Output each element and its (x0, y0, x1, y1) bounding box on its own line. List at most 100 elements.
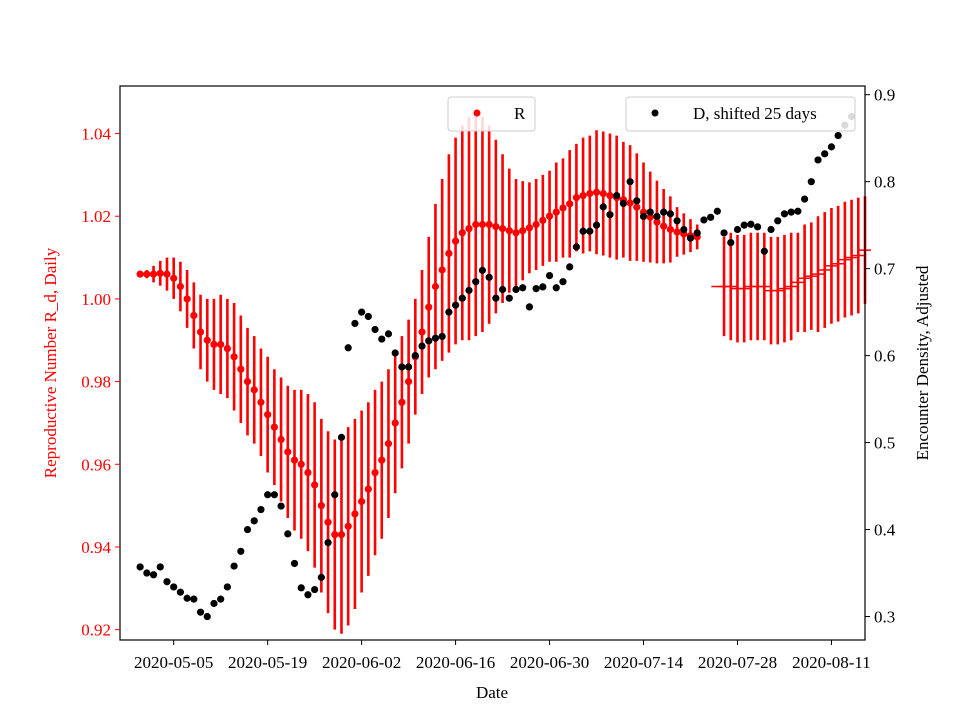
data-point (331, 530, 339, 539)
data-point (324, 518, 332, 526)
data-point (250, 386, 258, 394)
data-point (358, 497, 366, 506)
x-tick-label: 2020-08-11 (792, 653, 871, 672)
x-tick-label: 2020-06-16 (416, 653, 495, 672)
data-point (539, 283, 547, 291)
data-point (680, 225, 688, 234)
data-point (519, 284, 527, 292)
data-point (566, 200, 574, 208)
y-left-tick-label: 1.04 (81, 125, 111, 144)
data-point (149, 270, 158, 278)
data-point (136, 270, 144, 278)
data-point (223, 583, 231, 591)
y-left-tick-label: 1.02 (81, 207, 111, 226)
data-point (586, 189, 594, 198)
y-right-tick-label: 0.7 (874, 260, 896, 279)
data-point (485, 273, 493, 281)
data-point (304, 468, 312, 477)
data-point (626, 199, 634, 207)
x-tick-label: 2020-06-02 (322, 653, 401, 672)
legend-r-label: R (514, 104, 526, 123)
data-point (358, 308, 366, 316)
data-point (176, 588, 185, 596)
data-point (545, 271, 554, 280)
x-tick-label: 2020-05-05 (134, 653, 213, 672)
data-point (707, 213, 715, 221)
data-point (599, 203, 607, 211)
data-point (290, 456, 299, 464)
data-point (465, 225, 473, 233)
data-point (136, 563, 144, 571)
data-point (311, 481, 319, 489)
data-point (290, 559, 299, 568)
data-point (559, 204, 567, 212)
data-point (351, 319, 359, 328)
data-point (525, 303, 534, 311)
data-point (472, 220, 480, 229)
data-point (458, 294, 466, 302)
data-point (170, 274, 178, 282)
data-point (545, 212, 554, 220)
data-point (780, 210, 789, 218)
data-point (277, 435, 285, 444)
data-point (203, 336, 211, 344)
data-point (740, 221, 748, 229)
data-point (760, 247, 768, 255)
data-point (827, 143, 836, 151)
data-point (384, 440, 393, 448)
data-point (371, 325, 379, 334)
data-point (438, 266, 446, 274)
legend-r-box (447, 96, 536, 132)
data-point (344, 522, 352, 530)
data-point (539, 216, 547, 224)
data-point (277, 502, 285, 510)
data-point (257, 398, 265, 406)
data-point (586, 227, 594, 235)
data-point (552, 208, 560, 216)
y-left-tick-label: 0.94 (81, 538, 111, 557)
x-axis-label: Date (476, 683, 508, 702)
data-point (337, 530, 346, 539)
data-point (156, 269, 164, 277)
data-point (371, 468, 379, 477)
data-point (639, 212, 648, 221)
data-point (337, 433, 346, 441)
data-point (183, 594, 191, 602)
data-point (183, 295, 191, 303)
data-point (317, 502, 325, 510)
data-point (190, 311, 198, 320)
data-point (378, 335, 386, 343)
data-point (834, 131, 842, 140)
data-point (498, 225, 507, 233)
data-point (217, 340, 225, 348)
data-point (324, 538, 332, 547)
data-point (270, 423, 278, 431)
data-point (217, 595, 225, 603)
data-point (646, 208, 654, 216)
data-point (196, 608, 205, 616)
data-point (800, 195, 809, 203)
y-left-tick-label: 0.96 (81, 455, 111, 474)
data-point (592, 221, 601, 229)
data-point (552, 284, 560, 292)
legend-r: R (447, 96, 536, 132)
data-point (411, 352, 419, 360)
data-point (693, 229, 701, 237)
data-point (210, 340, 218, 348)
data-point (660, 222, 668, 230)
data-point (143, 569, 151, 577)
legend-d-label: D, shifted 25 days (693, 104, 817, 123)
data-point (592, 188, 601, 196)
data-point (344, 344, 352, 352)
plot-frame (119, 85, 866, 641)
data-point (190, 595, 198, 603)
y-right-tick-label: 0.6 (874, 347, 895, 366)
data-point (243, 378, 252, 386)
data-point (720, 229, 728, 237)
data-point (821, 150, 829, 158)
data-point (176, 282, 185, 291)
data-point (405, 363, 413, 371)
data-point (599, 189, 607, 198)
data-point (666, 210, 674, 218)
